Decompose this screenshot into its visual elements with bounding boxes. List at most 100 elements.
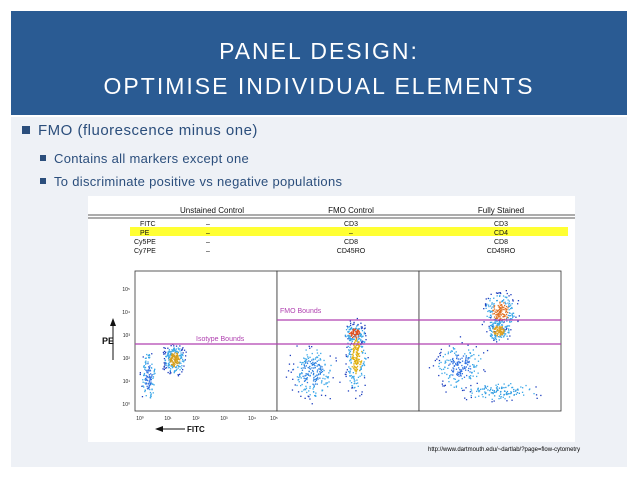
- event-dot: [349, 371, 351, 373]
- event-dot: [321, 366, 323, 368]
- event-dot: [484, 304, 487, 306]
- event-dot: [301, 372, 303, 375]
- event-dot: [329, 398, 331, 400]
- event-dot: [494, 320, 496, 322]
- event-dot: [360, 338, 362, 341]
- event-dot: [499, 310, 501, 312]
- event-dot: [178, 362, 180, 364]
- event-dot: [454, 378, 456, 380]
- event-dot: [510, 304, 512, 306]
- event-dot: [292, 369, 294, 371]
- event-dot: [489, 327, 491, 329]
- event-dot: [359, 369, 361, 371]
- x-tick-labels: 10⁰ 10¹ 10² 10³ 10⁴ 10⁵: [136, 416, 278, 422]
- event-dot: [496, 386, 498, 388]
- event-dot: [182, 354, 184, 357]
- event-dot: [361, 336, 363, 338]
- event-dot: [305, 385, 307, 387]
- event-dot: [363, 363, 365, 365]
- event-dot: [353, 347, 355, 349]
- event-dot: [350, 339, 352, 341]
- event-dot: [478, 391, 480, 393]
- event-dot: [354, 341, 356, 343]
- event-dot: [465, 358, 467, 360]
- event-dot: [440, 351, 442, 354]
- event-dot: [503, 394, 505, 396]
- event-dot: [306, 377, 308, 379]
- event-dot: [179, 373, 181, 375]
- event-dot: [355, 345, 357, 347]
- event-dot: [455, 354, 457, 356]
- event-dot: [515, 316, 517, 318]
- event-dot: [304, 379, 306, 382]
- event-dot: [357, 360, 359, 362]
- event-dot: [316, 356, 319, 359]
- event-dot: [324, 394, 327, 397]
- event-dot: [148, 384, 151, 387]
- event-dot: [465, 387, 467, 389]
- event-dot: [299, 374, 301, 376]
- square-bullet-icon: [40, 155, 46, 162]
- event-dot: [164, 367, 166, 369]
- row-value: –: [349, 230, 353, 237]
- event-dot: [144, 361, 146, 363]
- bullet-main: FMO (fluorescence minus one): [22, 122, 258, 139]
- event-dot: [357, 338, 359, 340]
- event-dot: [476, 364, 478, 367]
- event-dot: [481, 388, 484, 390]
- event-dot: [306, 391, 308, 394]
- event-dot: [175, 360, 177, 362]
- event-dot: [361, 365, 363, 367]
- event-dot: [492, 392, 494, 395]
- event-dot: [357, 330, 359, 332]
- y-tick-label: 10⁵: [122, 287, 130, 293]
- event-dot: [455, 362, 457, 365]
- event-dot: [493, 306, 495, 308]
- event-dot: [507, 329, 510, 331]
- event-dot: [315, 362, 317, 364]
- event-dot: [353, 351, 355, 354]
- event-dot: [359, 360, 361, 363]
- event-dot: [478, 395, 480, 397]
- event-dot: [508, 312, 511, 314]
- event-dot: [312, 370, 314, 373]
- event-dot: [355, 327, 357, 329]
- event-dot: [454, 352, 456, 354]
- event-dot: [483, 308, 485, 310]
- event-dot: [306, 362, 309, 365]
- event-dot: [351, 353, 353, 356]
- event-dot: [489, 324, 492, 327]
- event-dot: [149, 391, 152, 394]
- dot-clouds: [139, 290, 542, 405]
- event-dot: [176, 356, 178, 359]
- event-dot: [347, 356, 349, 358]
- event-dot: [301, 362, 303, 364]
- event-dot: [348, 353, 351, 355]
- event-dot: [468, 367, 470, 370]
- event-dot: [310, 362, 312, 365]
- event-dot: [323, 369, 325, 372]
- event-dot: [457, 354, 460, 356]
- event-dot: [499, 320, 501, 322]
- event-dot: [501, 331, 503, 333]
- event-dot: [358, 328, 360, 330]
- event-dot: [174, 362, 176, 364]
- event-dot: [185, 351, 187, 353]
- event-dot: [496, 332, 498, 334]
- event-dot: [464, 361, 466, 363]
- event-dot: [184, 359, 186, 361]
- event-dot: [492, 389, 494, 391]
- event-dot: [501, 324, 503, 326]
- event-dot: [506, 297, 508, 299]
- event-dot: [143, 365, 145, 367]
- event-dot: [451, 370, 454, 373]
- event-dot: [142, 385, 144, 387]
- event-dot: [535, 386, 537, 388]
- event-dot: [358, 330, 360, 332]
- event-dot: [495, 318, 497, 320]
- event-dot: [494, 328, 496, 330]
- event-dot: [517, 320, 519, 323]
- event-dot: [349, 375, 352, 377]
- event-dot: [362, 351, 364, 354]
- event-dot: [494, 331, 496, 333]
